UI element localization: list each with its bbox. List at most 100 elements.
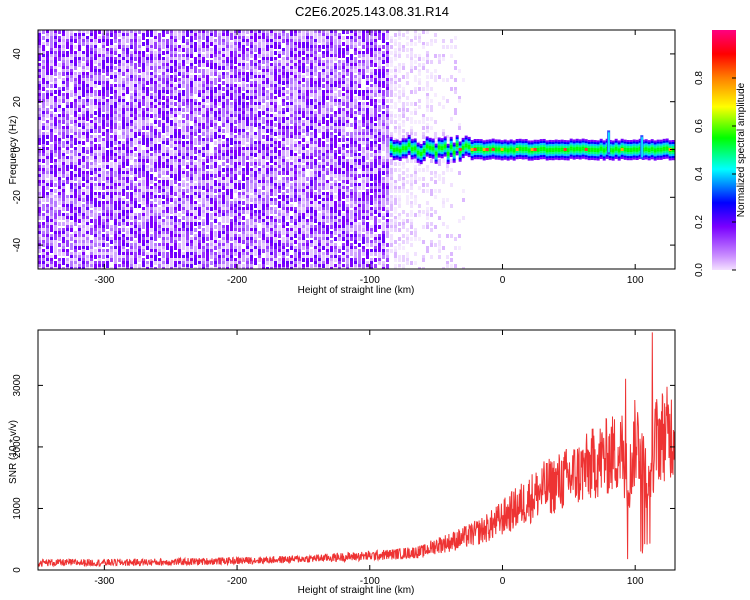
spectrogram-cell xyxy=(118,186,121,190)
spectrogram-cell xyxy=(198,153,201,157)
spectrogram-cell xyxy=(82,237,85,241)
spectrogram-cell xyxy=(198,138,201,142)
spectrogram-cell xyxy=(74,192,77,196)
spectrogram-cell xyxy=(126,54,129,58)
spectrogram-cell xyxy=(78,177,81,181)
spectrogram-cell xyxy=(122,213,125,217)
spectrogram-cell xyxy=(98,192,101,196)
spectrogram-cell xyxy=(262,42,265,46)
spectrogram-cell xyxy=(54,84,57,88)
spectrogram-cell xyxy=(78,132,81,136)
spectrogram-cell xyxy=(110,210,113,214)
spectrogram-cell xyxy=(102,39,105,43)
spectrogram-cell xyxy=(258,135,261,139)
spectrogram-cell xyxy=(74,75,77,79)
spectrogram-cell xyxy=(38,189,41,193)
spectrogram-cell xyxy=(206,87,209,91)
spectrogram-cell xyxy=(202,93,205,97)
spectrogram-cell xyxy=(146,57,149,61)
spectrogram-cell xyxy=(62,78,65,82)
spectrogram-cell xyxy=(306,93,309,97)
spectrogram-cell xyxy=(102,162,105,166)
spectrogram-cell xyxy=(134,174,137,178)
spectrogram-cell xyxy=(238,153,241,157)
spectrogram-cell xyxy=(130,234,133,238)
spectrogram-cell xyxy=(246,117,249,121)
spectrogram-cell xyxy=(134,39,137,43)
spectrogram-cell xyxy=(154,219,157,223)
spectrogram-cell xyxy=(90,162,93,166)
spectrogram-cell xyxy=(286,117,289,121)
spectrogram-cell xyxy=(166,126,169,130)
spectrogram-cell xyxy=(198,156,201,160)
spectrogram-cell xyxy=(86,210,89,214)
spectrogram-cell xyxy=(94,57,97,61)
spectrogram-cell xyxy=(234,249,237,253)
spectrogram-cell xyxy=(250,96,253,100)
spectrogram-cell xyxy=(130,60,133,64)
spectrogram-cell xyxy=(58,120,61,124)
spectrogram-cell xyxy=(146,48,149,52)
spectrogram-cell xyxy=(134,153,137,157)
spectrogram-cell xyxy=(226,195,229,199)
spectrogram-cell xyxy=(102,168,105,172)
spectrogram-cell xyxy=(94,48,97,52)
spectrogram-cell xyxy=(50,111,53,115)
spectrogram-cell xyxy=(294,198,297,202)
spectrogram-cell xyxy=(230,93,233,97)
spectrogram-cell xyxy=(106,234,109,238)
spectrogram-cell xyxy=(54,162,57,166)
spectrogram-cell xyxy=(290,72,293,76)
spectrogram-cell xyxy=(90,36,93,40)
spectrogram-cell xyxy=(50,153,53,157)
spectrogram-cell xyxy=(234,183,237,187)
spectrogram-cell xyxy=(270,222,273,226)
spectrogram-cell xyxy=(238,126,241,130)
spectrogram-cell xyxy=(290,33,293,37)
spectrogram-cell xyxy=(274,69,277,73)
spectrogram-cell xyxy=(298,189,301,193)
spectrogram-cell xyxy=(158,159,161,163)
spectrogram-cell xyxy=(62,213,65,217)
spectrogram-cell xyxy=(166,147,169,151)
spectrogram-cell xyxy=(134,126,137,130)
spectrogram-cell xyxy=(306,102,309,106)
spectrogram-cell xyxy=(58,144,61,148)
spectrogram-cell xyxy=(74,264,77,268)
spectrogram-cell xyxy=(158,231,161,235)
spectrogram-cell xyxy=(114,264,117,268)
spectrogram-cell xyxy=(206,105,209,109)
spectrogram-cell xyxy=(54,153,57,157)
spectrogram-cell xyxy=(298,237,301,241)
spectrogram-cell xyxy=(154,156,157,160)
spectrogram-cell xyxy=(290,78,293,82)
spectrogram-cell xyxy=(314,51,317,55)
spectrogram-cell xyxy=(274,198,277,202)
spectrogram-cell xyxy=(250,159,253,163)
spectrogram-cell xyxy=(254,231,257,235)
spectrogram-cell xyxy=(122,144,125,148)
spectrogram-cell xyxy=(194,66,197,70)
spectrogram-cell xyxy=(198,42,201,46)
spectrogram-cell xyxy=(62,168,65,172)
spectrogram-cell xyxy=(82,42,85,46)
spectrogram-cell xyxy=(218,183,221,187)
spectrogram-cell xyxy=(142,123,145,127)
spectrogram-cell xyxy=(146,198,149,202)
spectrogram-cell xyxy=(138,249,141,253)
spectrogram-cell xyxy=(186,213,189,217)
spectrogram-cell xyxy=(178,138,181,142)
spectrogram-cell xyxy=(318,45,321,49)
spectrogram-cell xyxy=(146,132,149,136)
spectrogram-cell xyxy=(262,210,265,214)
spectrogram-cell xyxy=(110,189,113,193)
spectrogram-cell xyxy=(82,234,85,238)
spectrogram-cell xyxy=(130,150,133,154)
spectrogram-cell xyxy=(214,213,217,217)
spectrogram-cell xyxy=(166,246,169,250)
spectrogram-cell xyxy=(310,183,313,187)
spectrogram-cell xyxy=(286,165,289,169)
spectrogram-cell xyxy=(154,51,157,55)
spectrogram-cell xyxy=(102,48,105,52)
spectrogram-cell xyxy=(42,267,45,269)
